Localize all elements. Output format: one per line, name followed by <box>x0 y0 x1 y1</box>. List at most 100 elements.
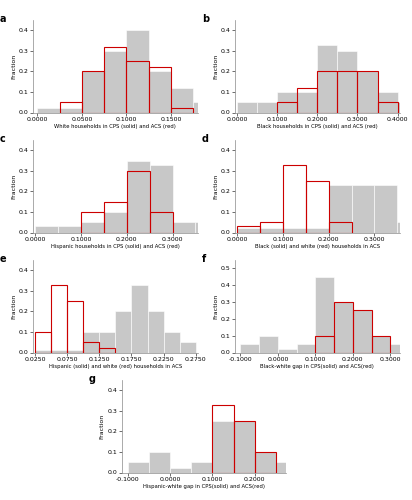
Bar <box>278 349 297 352</box>
Bar <box>375 185 397 232</box>
Y-axis label: Fraction: Fraction <box>213 174 218 199</box>
Y-axis label: Fraction: Fraction <box>11 54 16 79</box>
Bar <box>82 72 104 112</box>
Text: c: c <box>0 134 6 144</box>
Bar <box>99 348 115 352</box>
Bar <box>126 61 149 112</box>
Bar <box>283 228 306 232</box>
Y-axis label: Fraction: Fraction <box>100 414 105 439</box>
Bar <box>276 462 297 472</box>
Bar <box>127 171 150 232</box>
X-axis label: Black households in CPS (solid) and ACS (red): Black households in CPS (solid) and ACS … <box>257 124 378 130</box>
Bar <box>306 181 329 233</box>
Bar <box>180 342 196 352</box>
Bar <box>51 350 67 352</box>
Bar <box>171 88 193 112</box>
Bar <box>283 164 306 232</box>
Bar <box>171 108 193 112</box>
Bar <box>35 350 51 352</box>
Bar <box>334 302 353 352</box>
Bar <box>37 108 60 112</box>
Bar <box>115 312 131 352</box>
Bar <box>334 302 353 352</box>
Bar <box>241 344 259 352</box>
X-axis label: Black (solid) and white (red) households in ACS: Black (solid) and white (red) households… <box>255 244 380 250</box>
Bar <box>104 46 126 112</box>
Bar <box>358 72 377 112</box>
Bar <box>81 222 104 232</box>
X-axis label: Hispanic (solid) and white (red) households in ACS: Hispanic (solid) and white (red) househo… <box>49 364 182 370</box>
Bar <box>306 228 329 232</box>
X-axis label: Black-white gap in CPS(solid) and ACS(red): Black-white gap in CPS(solid) and ACS(re… <box>260 364 374 370</box>
Bar <box>35 332 51 352</box>
Bar <box>173 222 195 232</box>
Bar <box>260 228 283 232</box>
Bar <box>35 226 58 232</box>
Bar <box>337 51 358 112</box>
Bar <box>164 332 180 352</box>
Bar <box>353 310 372 352</box>
Bar <box>149 452 170 472</box>
Bar <box>213 404 234 472</box>
Text: f: f <box>202 254 206 264</box>
Bar <box>277 102 297 113</box>
Text: b: b <box>202 14 209 24</box>
Text: g: g <box>89 374 96 384</box>
Bar <box>260 222 283 232</box>
Bar <box>337 72 358 112</box>
Bar <box>128 462 149 472</box>
Bar <box>193 102 215 113</box>
Bar <box>83 342 99 352</box>
Bar <box>82 72 104 112</box>
Bar <box>58 226 81 232</box>
Bar <box>99 332 115 352</box>
Bar <box>234 421 255 472</box>
Y-axis label: Fraction: Fraction <box>11 294 16 319</box>
Bar <box>315 277 334 352</box>
Bar <box>131 284 147 352</box>
X-axis label: Hispanic households in CPS (solid) and ACS (red): Hispanic households in CPS (solid) and A… <box>51 244 180 250</box>
Bar <box>234 421 255 472</box>
Text: a: a <box>0 14 7 24</box>
X-axis label: White households in CPS (solid) and ACS (red): White households in CPS (solid) and ACS … <box>54 124 176 130</box>
Bar <box>104 202 127 232</box>
Bar <box>329 185 351 232</box>
Y-axis label: Fraction: Fraction <box>213 54 218 79</box>
Bar <box>60 108 82 112</box>
Bar <box>237 228 260 232</box>
Bar <box>317 44 337 112</box>
Bar <box>67 301 83 352</box>
Bar <box>60 102 82 113</box>
Bar <box>81 212 104 233</box>
Bar <box>372 336 390 352</box>
Bar <box>297 92 317 112</box>
Y-axis label: Fraction: Fraction <box>213 294 218 319</box>
Bar <box>377 102 398 113</box>
Bar <box>191 462 213 472</box>
Bar <box>104 212 127 233</box>
Bar <box>213 421 234 472</box>
Bar <box>255 452 276 472</box>
X-axis label: Hispanic-white gap in CPS(solid) and ACS(red): Hispanic-white gap in CPS(solid) and ACS… <box>143 484 265 490</box>
Bar <box>353 310 372 352</box>
Bar <box>126 30 149 112</box>
Bar <box>237 226 260 232</box>
Bar <box>104 51 126 112</box>
Bar <box>277 92 297 112</box>
Bar <box>329 222 351 232</box>
Bar <box>237 102 257 113</box>
Bar <box>67 350 83 352</box>
Bar <box>195 222 218 232</box>
Y-axis label: Fraction: Fraction <box>11 174 16 199</box>
Bar <box>398 102 412 113</box>
Bar <box>377 92 398 112</box>
Bar <box>315 336 334 352</box>
Bar <box>51 284 67 352</box>
Bar <box>149 72 171 112</box>
Bar <box>351 185 375 232</box>
Bar <box>372 336 390 352</box>
Bar <box>170 468 191 472</box>
Bar <box>317 72 337 112</box>
Bar <box>83 332 99 352</box>
Bar <box>257 102 277 113</box>
